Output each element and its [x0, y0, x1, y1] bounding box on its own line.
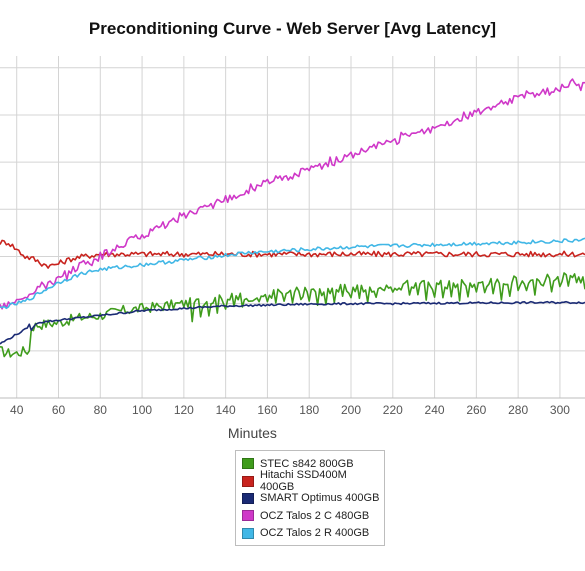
- chart-legend: STEC s842 800GB Hitachi SSD400M 400GB SMAR…: [235, 450, 385, 546]
- chart-plot: 40 60 80 100 120 140 160 180 200 220 240 260 280 300 M…: [0, 56, 585, 441]
- legend-label: SMART Optimus 400GB: [260, 492, 380, 505]
- legend-label: OCZ Talos 2 C 480GB: [260, 509, 370, 522]
- x-tick-label: 60: [52, 403, 66, 417]
- legend-item: STEC s842 800GB: [242, 455, 384, 472]
- legend-label: OCZ Talos 2 R 400GB: [260, 527, 370, 540]
- legend-swatch: [242, 458, 254, 470]
- series-line: [0, 300, 585, 345]
- legend-swatch: [242, 475, 254, 487]
- x-tick-label: 140: [216, 403, 236, 417]
- legend-swatch: [242, 492, 254, 504]
- x-tick-label: 80: [94, 403, 108, 417]
- x-tick-label: 240: [425, 403, 445, 417]
- x-tick-label: 100: [132, 403, 152, 417]
- legend-item: SMART Optimus 400GB: [242, 490, 384, 507]
- x-tick-label: 160: [257, 403, 277, 417]
- chart-title: Preconditioning Curve - Web Server [Avg …: [88, 19, 497, 38]
- legend-item: OCZ Talos 2 C 480GB: [242, 507, 384, 524]
- series-line: [0, 239, 585, 269]
- legend-swatch: [242, 510, 254, 522]
- legend-item: Hitachi SSD400M 400GB: [242, 469, 384, 493]
- x-axis-title: Minutes: [228, 425, 277, 441]
- series-line: [0, 272, 585, 358]
- x-tick-label: 120: [174, 403, 194, 417]
- x-tick-label: 40: [10, 403, 24, 417]
- x-tick-label: 260: [466, 403, 486, 417]
- legend-label: STEC s842 800GB: [260, 457, 354, 470]
- legend-swatch: [242, 527, 254, 539]
- x-tick-label: 200: [341, 403, 361, 417]
- x-tick-label: 300: [550, 403, 570, 417]
- legend-item: OCZ Talos 2 R 400GB: [242, 525, 384, 542]
- x-tick-label: 280: [508, 403, 528, 417]
- x-tick-label: 180: [299, 403, 319, 417]
- x-tick-label: 220: [383, 403, 403, 417]
- legend-label: Hitachi SSD400M 400GB: [259, 469, 347, 494]
- series-line: [0, 78, 585, 310]
- series-line: [0, 237, 585, 310]
